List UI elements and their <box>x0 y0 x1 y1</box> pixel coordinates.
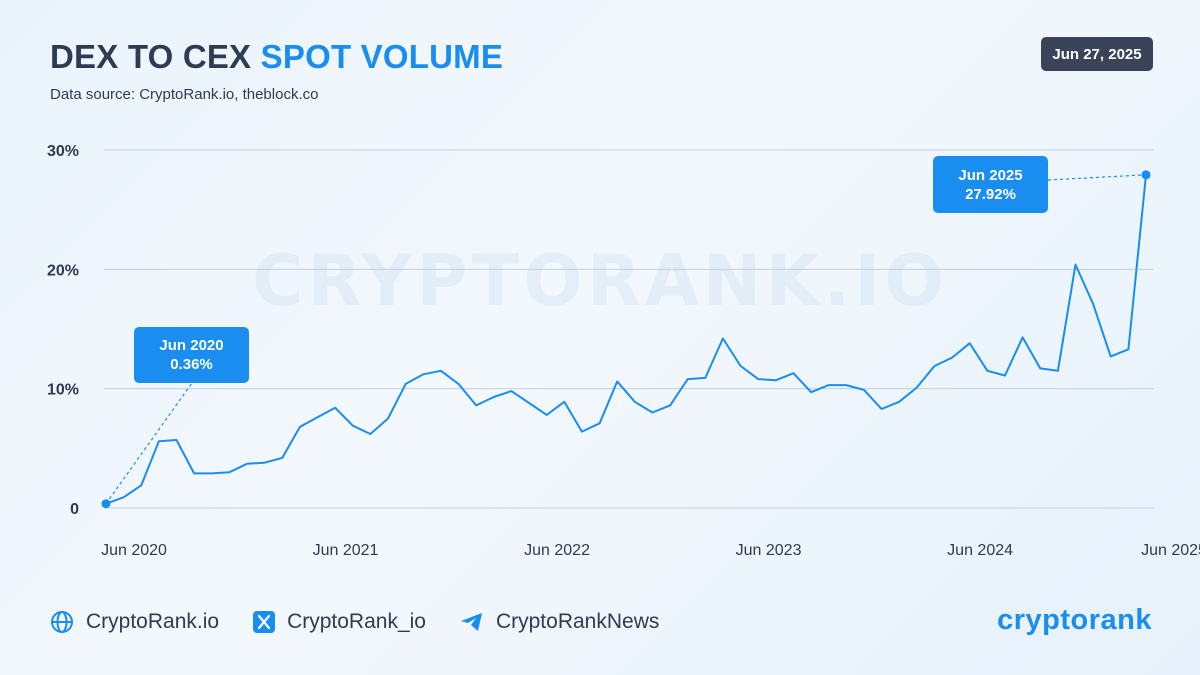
x-tick-label: Jun 2021 <box>313 542 379 559</box>
series-endpoints <box>101 170 1151 509</box>
telegram-link[interactable]: CryptoRankNews <box>460 610 659 634</box>
callout-jun-2025: Jun 2025 27.92% <box>933 156 1048 213</box>
x-logo-icon <box>253 611 276 633</box>
telegram-link-label: CryptoRankNews <box>495 610 660 633</box>
leader-line-2020 <box>105 382 193 505</box>
website-link[interactable]: CryptoRank.io <box>50 610 219 634</box>
callout-jun-2025-value: 27.92% <box>965 185 1016 203</box>
y-tick-label: 0 <box>70 501 79 518</box>
y-tick-label: 20% <box>47 262 79 279</box>
footer-links: CryptoRank.io CryptoRank_io CryptoRankNe… <box>50 610 693 634</box>
data-source-label: Data source: CryptoRank.io, theblock.co <box>50 86 319 103</box>
x-tick-label: Jun 2022 <box>524 542 590 559</box>
title-part-2: SPOT VOLUME <box>260 38 504 75</box>
callout-leader-lines <box>105 174 1147 505</box>
leader-line-2025 <box>1047 174 1147 181</box>
page-title: DEX TO CEX SPOT VOLUME <box>50 38 503 76</box>
x-tick-label: Jun 2025 <box>1141 542 1200 559</box>
x-axis-ticks: Jun 2020 Jun 2021 Jun 2022 Jun 2023 Jun 2024… <box>101 542 1200 559</box>
chart-grid <box>104 149 1154 509</box>
telegram-icon <box>460 613 482 631</box>
x-tick-label: Jun 2023 <box>736 542 802 559</box>
data-point-end <box>1141 170 1151 180</box>
callout-jun-2020-value: 0.36% <box>170 356 213 373</box>
callout-jun-2025-date: Jun 2025 <box>958 166 1023 184</box>
website-link-label: CryptoRank.io <box>86 610 220 633</box>
callout-jun-2020-date: Jun 2020 <box>159 337 224 354</box>
x-link-label: CryptoRank_io <box>287 610 426 633</box>
callout-jun-2020: Jun 2020 0.36% <box>134 327 249 383</box>
x-tick-label: Jun 2024 <box>947 542 1013 559</box>
brand-logo: cryptorank <box>997 604 1152 636</box>
x-tick-label: Jun 2020 <box>101 542 167 559</box>
watermark: CRYPTORANK.IO <box>252 240 948 322</box>
series-line <box>105 174 1147 505</box>
globe-icon <box>51 611 73 633</box>
title-part-1: DEX TO CEX <box>50 38 252 75</box>
y-tick-label: 10% <box>47 382 79 399</box>
y-tick-label: 30% <box>47 143 79 160</box>
x-link[interactable]: CryptoRank_io <box>253 610 426 634</box>
line-chart: CRYPTORANK.IO 010%20%30% Jun 2020 Jun 202… <box>47 143 1200 559</box>
date-badge: Jun 27, 2025 <box>1041 37 1153 71</box>
data-point-start <box>101 499 111 509</box>
y-axis-ticks: 0 10% 20% 30% <box>47 143 79 518</box>
